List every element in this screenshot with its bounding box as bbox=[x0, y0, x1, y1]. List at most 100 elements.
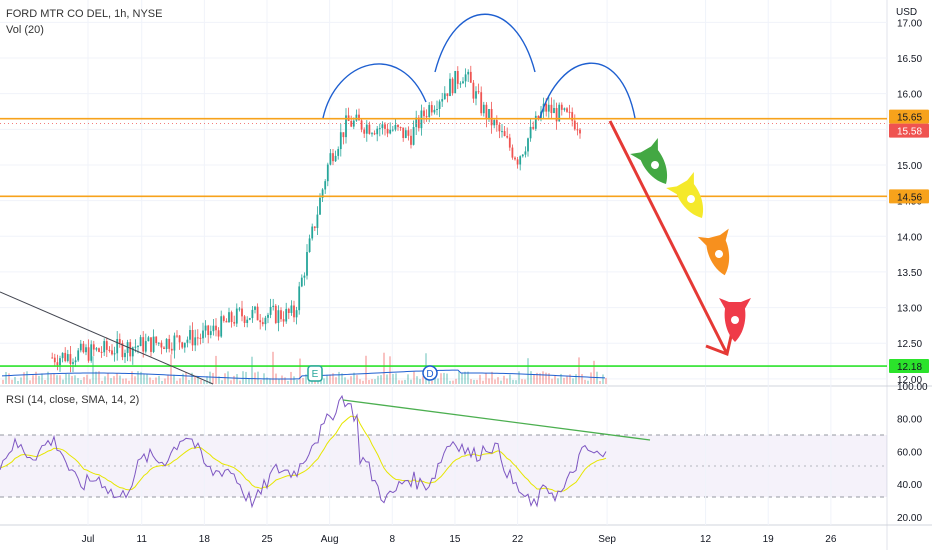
candle-body bbox=[199, 337, 202, 339]
candle-body bbox=[220, 316, 223, 337]
volume-bar bbox=[497, 377, 499, 384]
candle-body bbox=[381, 124, 384, 129]
volume-bar bbox=[311, 379, 313, 384]
candle-body bbox=[170, 348, 173, 351]
candle-body bbox=[358, 114, 360, 121]
volume-bar bbox=[44, 380, 46, 384]
candle-body bbox=[215, 325, 217, 331]
candle-body bbox=[248, 318, 251, 320]
price-tick-label: 13.50 bbox=[897, 268, 922, 279]
candle-body bbox=[506, 136, 509, 138]
volume-bar bbox=[389, 356, 391, 384]
volume-bar bbox=[284, 377, 286, 384]
candle-body bbox=[404, 130, 407, 138]
volume-bar bbox=[203, 380, 205, 384]
candle-body bbox=[269, 306, 272, 315]
volume-bar bbox=[590, 372, 592, 384]
volume-bar bbox=[356, 375, 358, 384]
volume-bar bbox=[116, 373, 118, 384]
candle-body bbox=[64, 352, 67, 361]
candle-body bbox=[508, 137, 511, 148]
candle-body bbox=[144, 341, 147, 352]
candle-body bbox=[196, 337, 199, 339]
candle-body bbox=[376, 128, 379, 135]
candle-body bbox=[254, 306, 256, 310]
date-tick-label: Aug bbox=[321, 534, 339, 545]
volume-bar bbox=[431, 380, 433, 384]
volume-bar bbox=[41, 373, 43, 384]
volume-bar bbox=[134, 376, 136, 384]
candle-body bbox=[77, 350, 80, 361]
candle-body bbox=[573, 120, 576, 130]
volume-bar bbox=[500, 380, 502, 384]
candle-body bbox=[446, 93, 449, 97]
candle-body bbox=[527, 138, 529, 152]
candle-body bbox=[186, 339, 189, 343]
candle-body bbox=[113, 353, 116, 355]
candle-body bbox=[277, 310, 280, 323]
volume-bar bbox=[305, 374, 307, 384]
candle-body bbox=[519, 156, 522, 165]
price-tag-label: 12.18 bbox=[897, 362, 922, 373]
volume-bar bbox=[482, 380, 484, 384]
candle-series bbox=[51, 65, 581, 373]
candle-body bbox=[378, 128, 381, 130]
volume-bar bbox=[182, 373, 184, 384]
volume-bar bbox=[173, 374, 175, 384]
dividend-marker-label: D bbox=[426, 369, 433, 380]
candle-body bbox=[430, 105, 433, 113]
volume-bar bbox=[161, 380, 163, 384]
currency-label: USD bbox=[896, 7, 917, 18]
candle-body bbox=[100, 351, 103, 353]
volume-bar bbox=[422, 376, 424, 384]
volume-bar bbox=[536, 372, 538, 384]
candle-body bbox=[345, 115, 347, 138]
volume-bar bbox=[545, 372, 547, 384]
dividend-marker[interactable]: D bbox=[422, 365, 438, 381]
candle-body bbox=[238, 308, 241, 310]
symbol-title: FORD MTR CO DEL, 1h, NYSE bbox=[6, 8, 163, 20]
candle-body bbox=[493, 120, 496, 126]
volume-bar bbox=[89, 379, 91, 384]
volume-bar bbox=[131, 371, 133, 384]
candle-body bbox=[116, 338, 119, 354]
rocket-icon bbox=[666, 171, 704, 219]
volume-bar bbox=[461, 373, 463, 384]
candle-body bbox=[511, 147, 514, 158]
left-shoulder-arc bbox=[322, 63, 427, 119]
candle-body bbox=[477, 91, 480, 93]
candle-body bbox=[131, 347, 134, 357]
candle-body bbox=[451, 78, 454, 94]
volume-bar bbox=[59, 375, 61, 384]
candle-body bbox=[87, 347, 90, 361]
candle-body bbox=[209, 331, 212, 335]
candle-body bbox=[105, 341, 108, 350]
volume-bar bbox=[11, 379, 13, 384]
candle-body bbox=[173, 335, 176, 351]
volume-label: Vol (20) bbox=[6, 24, 44, 36]
volume-bar bbox=[218, 376, 220, 384]
volume-bar bbox=[140, 371, 142, 384]
candle-body bbox=[230, 312, 233, 323]
volume-bar bbox=[350, 376, 352, 384]
candle-body bbox=[313, 226, 316, 229]
earnings-marker[interactable]: E bbox=[307, 365, 323, 382]
candle-body bbox=[384, 124, 386, 129]
volume-bar bbox=[257, 371, 259, 384]
candle-body bbox=[303, 275, 306, 278]
volume-bar bbox=[176, 380, 178, 384]
candle-body bbox=[490, 108, 493, 126]
volume-bar bbox=[467, 371, 469, 384]
date-tick-label: 15 bbox=[449, 534, 461, 545]
volume-bar bbox=[101, 380, 103, 384]
candle-body bbox=[189, 330, 191, 340]
candle-body bbox=[402, 127, 405, 138]
projection-arrow bbox=[608, 120, 728, 353]
rsi-tick-label: 100.00 bbox=[897, 382, 928, 393]
volume-bar bbox=[74, 375, 76, 384]
candle-body bbox=[326, 164, 329, 182]
volume-bar bbox=[125, 378, 127, 384]
candle-body bbox=[399, 127, 402, 129]
candle-body bbox=[516, 159, 519, 165]
volume-bar bbox=[398, 380, 400, 384]
